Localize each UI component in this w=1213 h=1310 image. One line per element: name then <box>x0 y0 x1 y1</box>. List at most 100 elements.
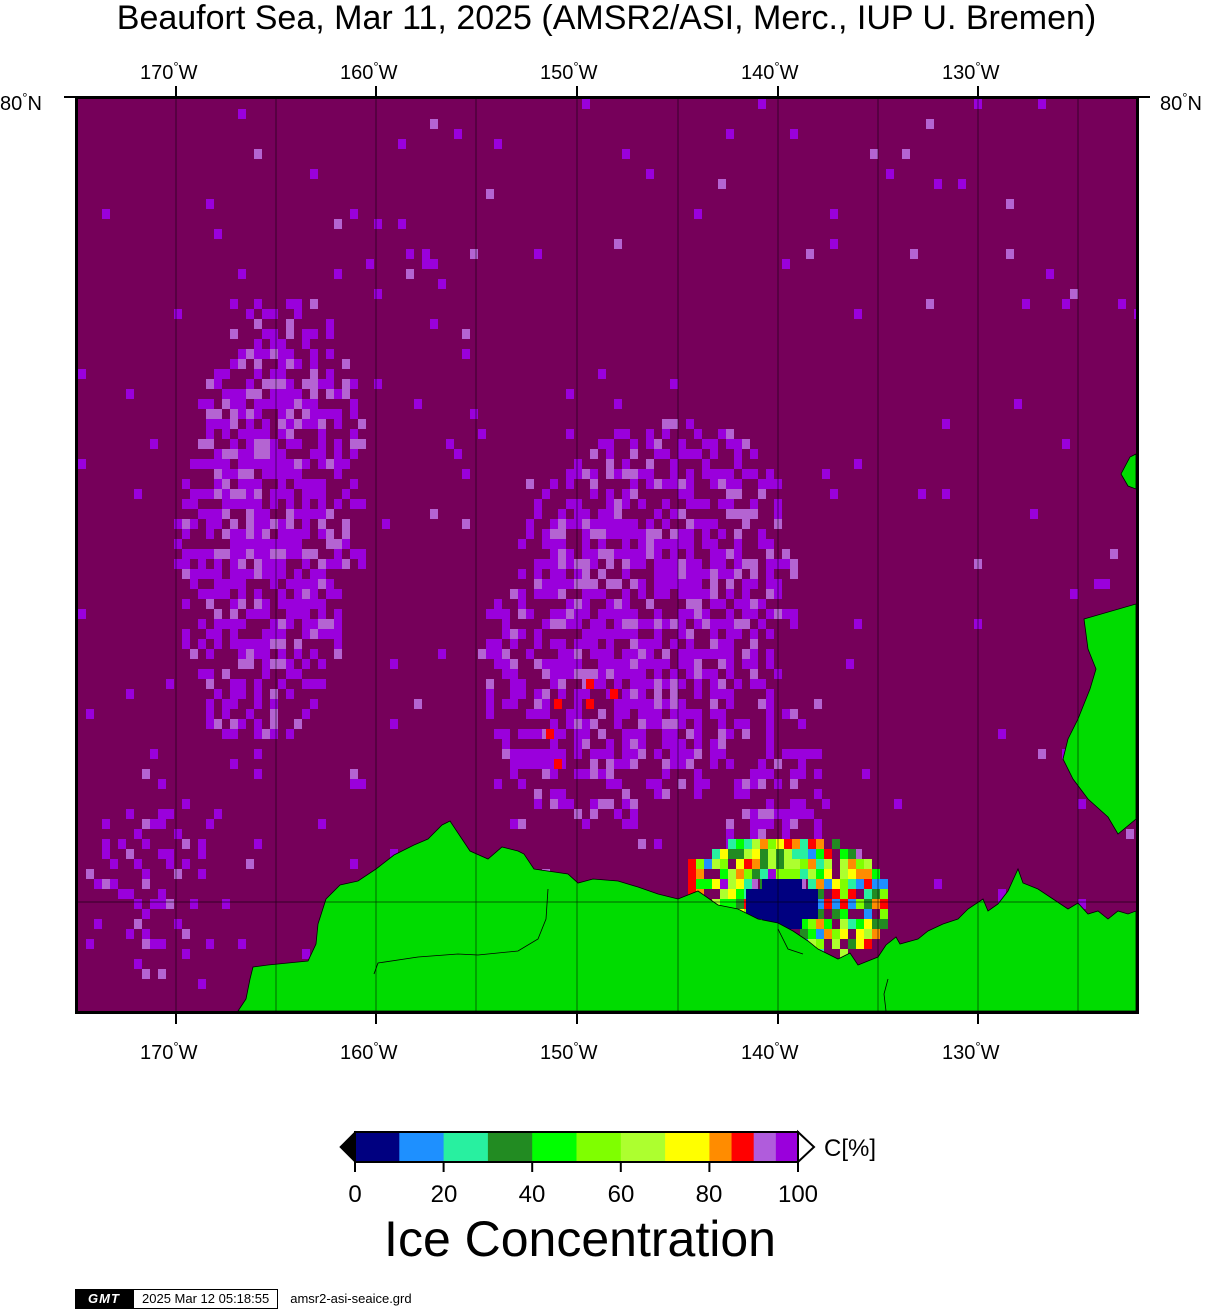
ice-cell <box>262 379 270 389</box>
ice-cell <box>606 779 614 789</box>
ice-cell <box>262 659 270 669</box>
ice-cell <box>622 819 630 829</box>
ice-cell <box>342 559 350 569</box>
ice-cell <box>566 649 574 659</box>
ice-cell <box>622 469 630 479</box>
ice-cell <box>686 559 694 569</box>
ice-cell <box>558 799 566 809</box>
ice-cell <box>302 399 310 409</box>
ice-cell <box>230 449 238 459</box>
ice-cell <box>750 659 758 669</box>
ice-cell <box>254 769 262 779</box>
ice-cell <box>798 749 806 759</box>
ice-cell <box>766 699 774 709</box>
ice-cell <box>206 419 214 429</box>
ice-cell-low <box>554 759 562 769</box>
ice-cell <box>310 169 318 179</box>
ice-cell <box>142 969 150 979</box>
ice-cell <box>678 699 686 709</box>
ice-cell <box>742 619 750 629</box>
ice-cell <box>190 569 198 579</box>
ice-cell <box>678 589 686 599</box>
ice-cell <box>302 529 310 539</box>
ice-cell <box>702 439 710 449</box>
ice-cell-low <box>752 859 760 869</box>
ice-cell <box>662 519 670 529</box>
ice-cell <box>206 399 214 409</box>
ice-cell <box>894 799 902 809</box>
ice-cell <box>670 739 678 749</box>
ice-cell-low <box>864 929 872 939</box>
ice-cell-low <box>840 949 848 959</box>
ice-cell <box>758 699 766 709</box>
ice-cell <box>262 459 270 469</box>
ice-cell <box>198 669 206 679</box>
ice-cell <box>566 389 574 399</box>
ice-cell <box>278 359 286 369</box>
ice-cell <box>630 519 638 529</box>
ice-cell <box>214 639 222 649</box>
ice-cell <box>174 539 182 549</box>
ice-cell <box>566 499 574 509</box>
ice-cell <box>646 539 654 549</box>
ice-cell <box>614 759 622 769</box>
ice-cell <box>334 499 342 509</box>
ice-cell <box>814 829 822 839</box>
ice-cell <box>502 609 510 619</box>
ice-cell <box>254 839 262 849</box>
ice-cell <box>646 529 654 539</box>
ice-cell <box>614 519 622 529</box>
ice-cell <box>582 819 590 829</box>
ice-cell-low <box>768 849 776 859</box>
ice-cell <box>166 679 174 689</box>
ice-cell <box>198 509 206 519</box>
ice-cell <box>494 779 502 789</box>
ice-cell <box>198 399 206 409</box>
ice-cell <box>286 319 294 329</box>
ice-cell <box>254 749 262 759</box>
ice-cell-low <box>760 869 768 879</box>
ice-cell <box>238 479 246 489</box>
ice-cell <box>566 709 574 719</box>
ice-cell-low <box>752 849 760 859</box>
ice-cell-open <box>762 879 770 889</box>
ice-cell <box>758 539 766 549</box>
ice-cell <box>246 609 254 619</box>
ice-cell <box>526 519 534 529</box>
ice-cell <box>686 569 694 579</box>
ice-cell-low <box>864 909 872 919</box>
ice-cell <box>646 779 654 789</box>
ice-cell <box>622 799 630 809</box>
ice-cell-open <box>746 899 754 909</box>
ice-cell-low <box>688 859 696 869</box>
ice-cell <box>214 549 222 559</box>
ice-cell <box>262 599 270 609</box>
ice-cell <box>286 469 294 479</box>
ice-cell <box>238 269 246 279</box>
ice-cell <box>574 769 582 779</box>
ice-cell-low <box>792 869 800 879</box>
ice-cell <box>310 649 318 659</box>
ice-cell <box>582 549 590 559</box>
ice-cell <box>590 719 598 729</box>
ice-cell <box>206 589 214 599</box>
ice-cell <box>726 639 734 649</box>
ice-cell <box>270 709 278 719</box>
ice-cell <box>678 739 686 749</box>
ice-cell <box>102 879 110 889</box>
ice-cell <box>854 459 862 469</box>
ice-cell-low <box>808 859 816 869</box>
ice-cell <box>350 209 358 219</box>
ice-cell <box>574 739 582 749</box>
ice-cell-low <box>880 889 888 899</box>
ice-cell <box>534 709 542 719</box>
ice-cell <box>590 589 598 599</box>
ice-cell <box>310 449 318 459</box>
ice-cell <box>590 579 598 589</box>
ice-cell <box>278 389 286 399</box>
ice-cell <box>766 629 774 639</box>
ice-cell <box>718 429 726 439</box>
ice-cell <box>726 579 734 589</box>
ice-cell <box>726 439 734 449</box>
ice-cell-open <box>770 909 778 919</box>
